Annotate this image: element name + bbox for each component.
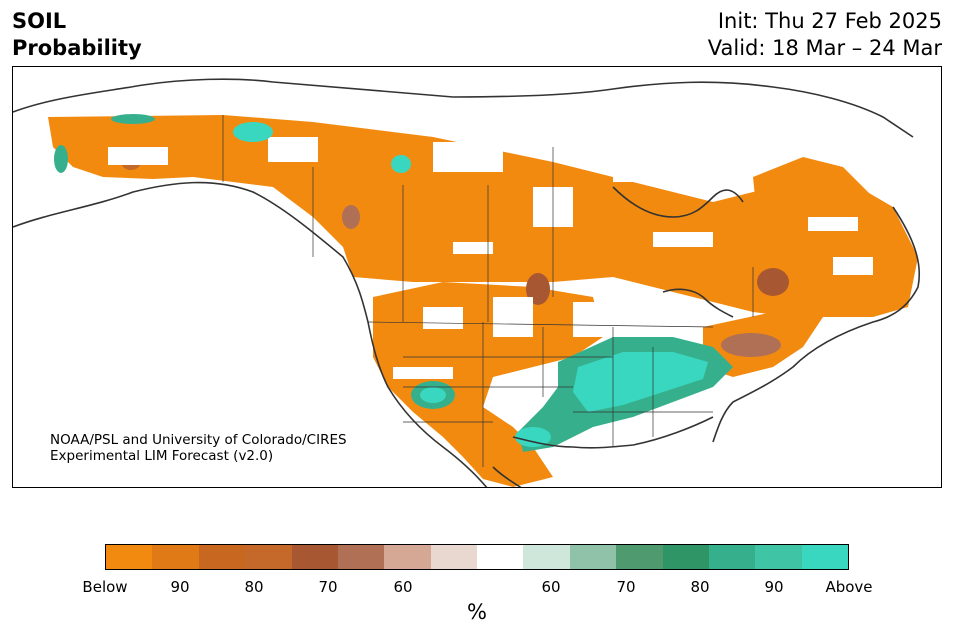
forecast-map: NOAA/PSL and University of Colorado/CIRE… <box>12 66 942 488</box>
colorbar-segment <box>801 545 848 569</box>
colorbar-tick-label: 70 <box>318 578 338 596</box>
variable-title: SOIL <box>12 9 67 33</box>
above-spot <box>111 114 155 124</box>
colorbar-tick-label: Below <box>82 578 128 596</box>
above-spot <box>233 122 273 142</box>
probability-colorbar <box>105 544 849 570</box>
map-canvas <box>13 78 921 487</box>
colorbar-tick-label: 90 <box>170 578 190 596</box>
above-spot <box>54 145 68 173</box>
colorbar-segment <box>477 545 524 569</box>
colorbar-segment <box>106 545 153 569</box>
colorbar-tick-label: 70 <box>616 578 636 596</box>
map-title-block: SOIL Probability <box>12 8 142 62</box>
coastlines <box>13 78 921 487</box>
colorbar-segment <box>755 545 802 569</box>
colorbar-tick-label: 60 <box>393 578 413 596</box>
above-spot <box>391 155 411 173</box>
colorbar-tick-label: 80 <box>690 578 710 596</box>
credit-text: NOAA/PSL and University of Colorado/CIRE… <box>50 432 347 464</box>
colorbar-segment <box>152 545 199 569</box>
near-normal-gaps <box>108 87 873 379</box>
below-strong-spot <box>757 268 789 296</box>
init-date: Init: Thu 27 Feb 2025 <box>717 9 942 33</box>
colorbar-tick-label: 80 <box>244 578 264 596</box>
colorbar-unit-label: % <box>467 600 487 624</box>
colorbar-segment <box>384 545 431 569</box>
below-strong-spot <box>342 205 360 229</box>
colorbar-tick-label: 60 <box>541 578 561 596</box>
colorbar-segment <box>198 545 246 569</box>
credit-line-2: Experimental LIM Forecast (v2.0) <box>50 448 274 464</box>
above-core-southeast <box>573 352 708 412</box>
above-spot <box>515 427 551 447</box>
colorbar-segment <box>430 545 477 569</box>
credit-line-1: NOAA/PSL and University of Colorado/CIRE… <box>50 432 347 448</box>
valid-date-range: Valid: 18 Mar – 24 Mar <box>707 36 942 60</box>
colorbar-segment <box>245 545 292 569</box>
below-region-canada <box>48 115 918 317</box>
date-block: Init: Thu 27 Feb 2025 Valid: 18 Mar – 24… <box>708 8 942 62</box>
colorbar-segment <box>523 545 570 569</box>
colorbar-segment <box>337 545 385 569</box>
colorbar-segment <box>662 545 709 569</box>
political-boundaries <box>222 115 754 467</box>
colorbar-segment <box>616 545 663 569</box>
below-strong-spot <box>721 333 781 357</box>
colorbar-segment <box>569 545 617 569</box>
colorbar-segment <box>291 545 338 569</box>
colorbar-tick-label: Above <box>825 578 873 596</box>
colorbar-tick-label: 90 <box>764 578 784 596</box>
above-spot <box>420 387 446 403</box>
below-region-west <box>373 282 603 487</box>
colorbar-segment <box>708 545 756 569</box>
probability-subtitle: Probability <box>12 36 142 60</box>
